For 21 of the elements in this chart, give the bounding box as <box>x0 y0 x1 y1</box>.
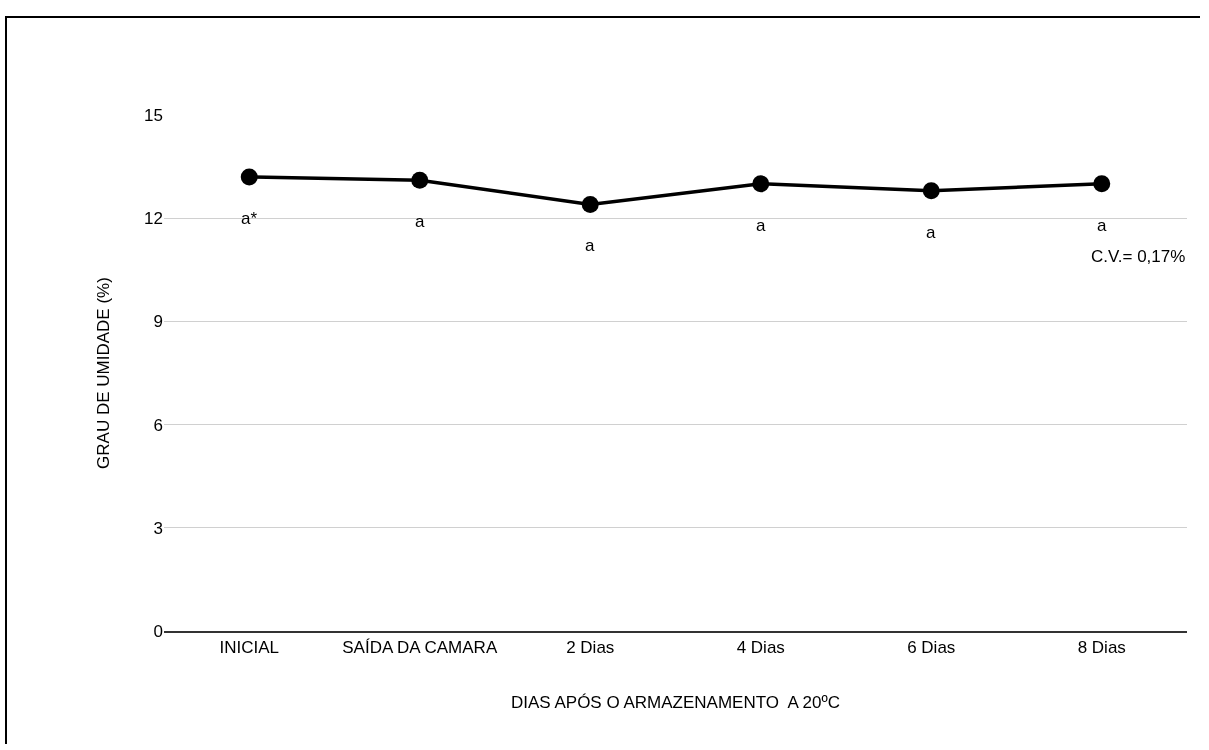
annotation: a <box>1097 216 1107 235</box>
annotation: a <box>585 236 595 255</box>
x-tick-label: INICIAL <box>219 638 280 658</box>
annotation: a <box>756 216 766 235</box>
y-tick-label: 0 <box>153 621 163 641</box>
y-tick-label: 9 <box>153 312 163 332</box>
y-tick-label: 3 <box>153 518 163 538</box>
y-tick-label: 6 <box>153 415 163 435</box>
x-tick-label: SAÍDA DA CAMARA <box>342 638 498 658</box>
annotation: C.V.= 0,17% <box>1091 247 1186 266</box>
y-tick-label: 12 <box>144 209 163 229</box>
x-tick-label: 2 Dias <box>566 638 615 658</box>
x-tick-label: 6 Dias <box>907 638 956 658</box>
x-tick-label: 8 Dias <box>1077 638 1126 658</box>
annotation: a <box>926 223 936 242</box>
y-tick-label: 15 <box>144 105 163 125</box>
x-axis-title: DIAS APÓS O ARMAZENAMENTO A 20ºC <box>511 693 840 713</box>
x-tick-label: 4 Dias <box>736 638 785 658</box>
annotation: a* <box>241 209 258 228</box>
y-axis-title: GRAU DE UMIDADE (%) <box>93 277 113 469</box>
annotation: a <box>415 212 425 231</box>
